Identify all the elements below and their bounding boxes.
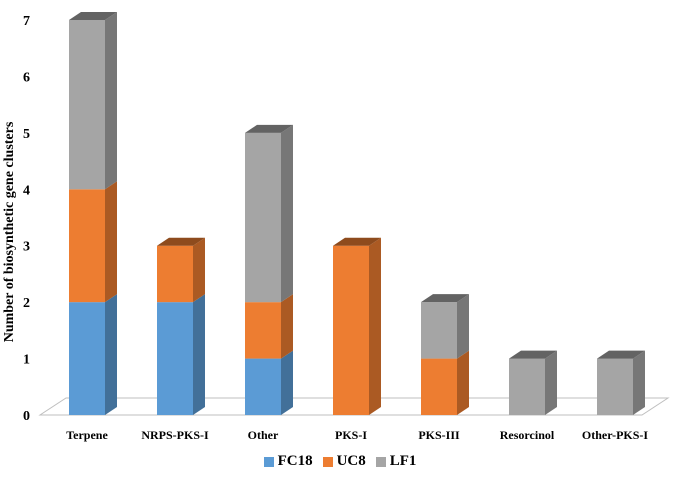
bar-segment-lf1-resorcinol [509,350,557,415]
bar-side [281,294,293,359]
bar-side [545,350,557,415]
y-tick-label: 0 [23,409,30,424]
bar-front [245,358,281,415]
bar-side [105,12,117,190]
bar-segment-uc8-other [245,294,293,359]
bar-front [597,358,633,415]
bar-front [69,189,105,303]
bar-segment-fc18-other [245,350,293,415]
x-category-label: PKS-III [418,428,460,442]
bar-front [245,302,281,359]
bar-top [333,237,381,246]
x-category-label: Other [248,428,279,442]
bar-front [421,302,457,359]
bar-front [421,358,457,415]
y-tick-label: 4 [23,183,30,198]
bar-side [281,124,293,303]
y-tick-label: 7 [23,14,30,29]
bar-segment-lf1-terpene [69,12,117,190]
legend-item-lf1: LF1 [375,453,417,470]
bar-front [245,132,281,303]
legend-label: LF1 [389,453,417,469]
bar-front [157,245,193,303]
bar-segment-uc8-nrps-pks-i [157,237,205,303]
bar-side [105,181,117,303]
bar-segment-uc8-terpene [69,181,117,303]
bar-segment-lf1-pks-iii [421,294,469,359]
bar-side [369,237,381,415]
x-category-label: Resorcinol [500,428,555,442]
bar-side [281,350,293,415]
bar-side [457,350,469,415]
bar-top [597,350,645,359]
y-tick-label: 1 [23,353,30,368]
y-tick-label: 2 [23,296,30,311]
x-category-label: PKS-I [335,428,367,442]
y-axis-title: Number of biosynthetic gene clusters [2,121,17,342]
y-tick-label: 3 [23,240,30,255]
legend-label: FC18 [277,453,313,469]
legend-swatch [263,456,274,467]
bar-segment-fc18-terpene [69,294,117,415]
bar-top [421,294,469,303]
bar-segment-uc8-pks-iii [421,350,469,415]
bar-front [69,20,105,190]
bar-front [69,302,105,415]
bar-side [633,350,645,415]
bar-top [69,12,117,20]
legend-swatch [322,456,333,467]
bar-segment-lf1-other [245,124,293,303]
bar-side [457,294,469,359]
legend: FC18 UC8 LF1 [0,453,680,472]
bar-front [157,302,193,415]
x-category-label: NRPS-PKS-I [141,428,209,442]
bar-front [509,358,545,415]
bar-top [157,237,205,246]
bar-side [193,294,205,415]
bar-segment-fc18-nrps-pks-i [157,294,205,415]
x-category-label: Terpene [66,428,108,442]
bar-top [509,350,557,359]
bar-segment-lf1-other-pks-i [597,350,645,415]
y-tick-label: 5 [23,127,30,142]
legend-item-uc8: UC8 [322,453,366,470]
x-category-label: Other-PKS-I [582,428,649,442]
y-tick-label: 6 [23,70,30,85]
legend-item-fc18: FC18 [263,453,313,470]
bar-side [193,237,205,303]
legend-label: UC8 [336,453,366,469]
bar-side [105,294,117,415]
bar-front [333,245,369,415]
legend-swatch [375,456,386,467]
bar-top [245,124,293,133]
bar-segment-uc8-pks-i [333,237,381,415]
